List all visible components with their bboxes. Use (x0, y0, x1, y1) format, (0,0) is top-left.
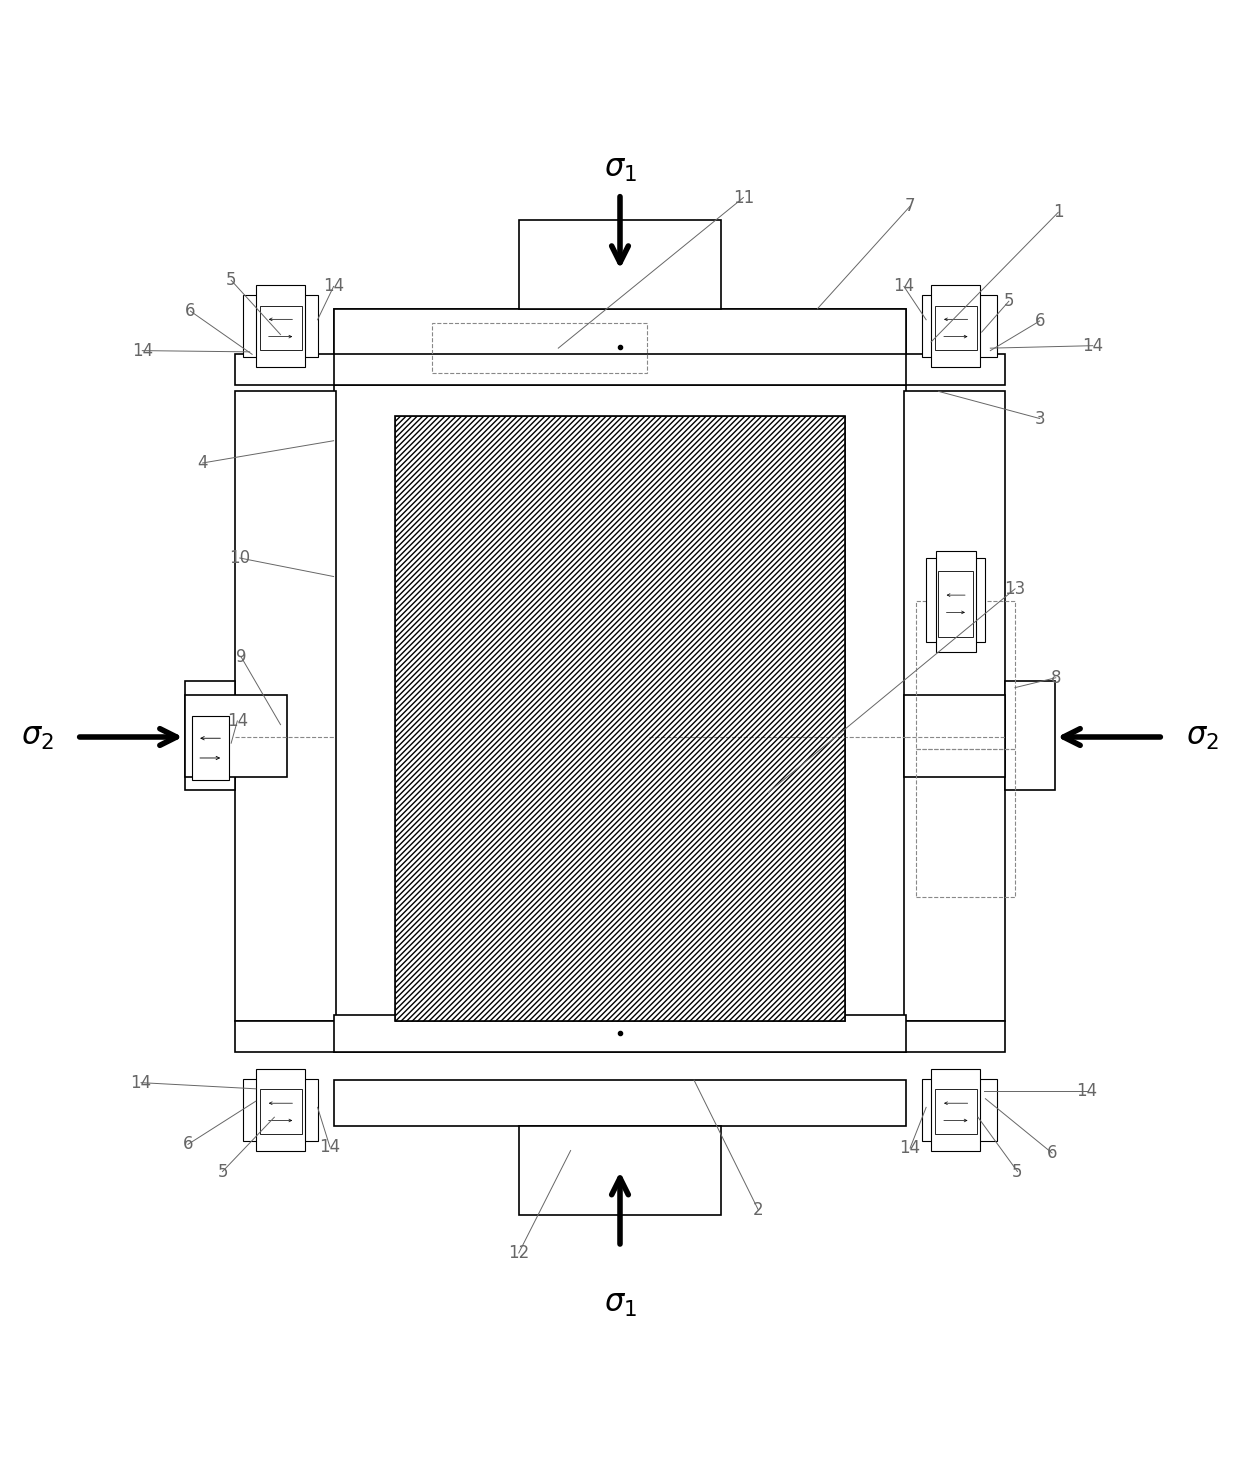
Bar (334, 1080, 906, 1126)
Bar (255, 284, 305, 367)
Text: 14: 14 (1083, 336, 1104, 355)
Bar (931, 284, 981, 367)
Text: 6: 6 (1034, 312, 1045, 330)
Text: $\boldsymbol{\sigma_2}$: $\boldsymbol{\sigma_2}$ (21, 722, 53, 752)
Bar (518, 1126, 722, 1215)
Text: 14: 14 (899, 1139, 920, 1157)
Bar (259, 305, 301, 351)
Bar (234, 354, 336, 385)
Text: 13: 13 (1004, 579, 1025, 598)
Text: 14: 14 (131, 342, 153, 360)
Bar (234, 392, 336, 1021)
Text: $\boldsymbol{\sigma_2}$: $\boldsymbol{\sigma_2}$ (1187, 722, 1219, 752)
Bar (904, 354, 1006, 385)
Text: 14: 14 (893, 277, 914, 295)
Bar (433, 323, 647, 373)
Text: 4: 4 (197, 454, 208, 472)
Bar (935, 1089, 977, 1135)
Text: 6: 6 (1047, 1144, 1058, 1162)
Text: $\boldsymbol{\sigma_1}$: $\boldsymbol{\sigma_1}$ (604, 1290, 636, 1319)
Text: 14: 14 (1076, 1082, 1097, 1100)
Text: 11: 11 (733, 189, 754, 206)
Text: 5: 5 (226, 271, 237, 289)
Text: 5: 5 (217, 1163, 228, 1181)
Bar (192, 716, 228, 780)
Bar (243, 295, 317, 357)
Bar (234, 1021, 336, 1052)
Bar (518, 220, 722, 308)
Bar (916, 601, 1016, 749)
Text: 8: 8 (1050, 669, 1061, 687)
Text: 3: 3 (1034, 410, 1045, 427)
Bar (396, 416, 844, 1021)
Text: $\boldsymbol{\sigma_1}$: $\boldsymbol{\sigma_1}$ (604, 155, 636, 184)
Bar (334, 1014, 906, 1052)
Bar (904, 1021, 1006, 1052)
Text: 14: 14 (320, 1138, 341, 1156)
Bar (931, 1069, 981, 1151)
Bar (255, 1069, 305, 1151)
Bar (936, 551, 976, 652)
Bar (904, 696, 1006, 777)
Bar (923, 295, 997, 357)
Bar (1006, 681, 1054, 790)
Bar (916, 749, 1016, 898)
Bar (923, 1079, 997, 1141)
Text: 2: 2 (753, 1201, 764, 1219)
Bar (396, 416, 844, 1021)
Bar (186, 681, 234, 790)
Text: 5: 5 (1012, 1163, 1023, 1181)
Bar (334, 385, 906, 1052)
Text: 10: 10 (229, 548, 250, 567)
Text: 14: 14 (227, 712, 248, 730)
Bar (259, 1089, 301, 1135)
Bar (334, 308, 906, 354)
Text: 1: 1 (1053, 203, 1064, 221)
Bar (926, 559, 986, 643)
Bar (243, 1079, 317, 1141)
Text: 6: 6 (185, 302, 196, 320)
Bar (904, 392, 1006, 1021)
Text: 9: 9 (236, 647, 247, 666)
Bar (186, 696, 286, 777)
Text: 6: 6 (182, 1135, 193, 1153)
Bar (939, 570, 973, 637)
Text: 14: 14 (130, 1073, 151, 1092)
Text: 14: 14 (324, 277, 345, 295)
Text: 7: 7 (905, 198, 915, 215)
Bar (935, 305, 977, 351)
Text: 5: 5 (1003, 292, 1014, 310)
Bar (334, 308, 906, 385)
Text: 12: 12 (508, 1244, 529, 1262)
